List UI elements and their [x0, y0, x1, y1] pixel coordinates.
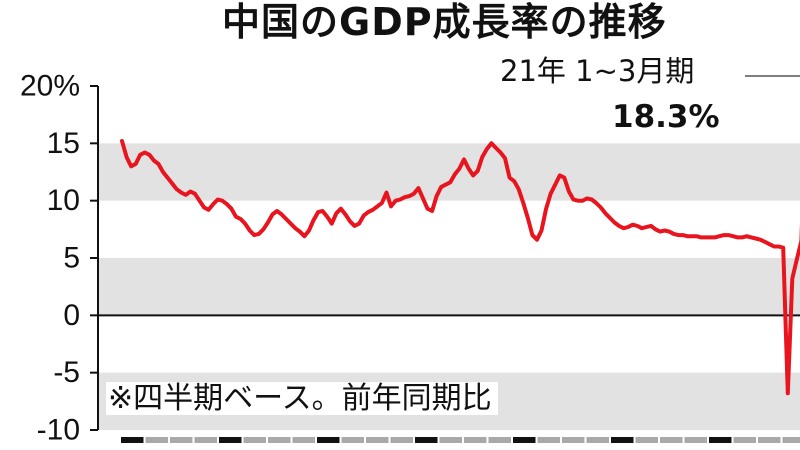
x-axis-year-mark	[390, 437, 413, 443]
x-axis-year-mark	[464, 437, 487, 443]
y-tick-labels: 20% 15 10 5 0 -5 -10	[20, 70, 98, 447]
x-axis-decade-mark	[219, 437, 242, 443]
x-axis-year-mark	[586, 437, 609, 443]
x-axis-decade-mark	[121, 437, 144, 443]
x-axis-year-mark	[194, 437, 217, 443]
x-axis-year-mark	[341, 437, 364, 443]
x-axis-year-mark	[684, 437, 707, 443]
chart-title: 中国のGDP成長率の推移	[222, 0, 667, 44]
x-axis-year-mark	[782, 437, 800, 443]
x-axis-year-mark	[292, 437, 315, 443]
x-axis-year-mark	[562, 437, 585, 443]
x-axis-year-mark	[537, 437, 560, 443]
grid-band-1	[98, 258, 800, 316]
series-line-0	[120, 139, 800, 396]
x-axis-year-mark	[439, 437, 462, 443]
y-tick-label: 20%	[20, 70, 80, 103]
x-axis-year-mark	[243, 437, 266, 443]
x-axis-decade-mark	[709, 437, 732, 443]
x-axis-decade-mark	[415, 437, 438, 443]
x-axis-year-marks	[121, 437, 800, 443]
x-axis-year-mark	[366, 437, 389, 443]
grid-band-0	[98, 143, 800, 201]
y-tick-label: 5	[63, 242, 80, 275]
x-axis-year-mark	[268, 437, 291, 443]
y-tick-label: -10	[37, 414, 80, 447]
x-axis-year-mark	[733, 437, 756, 443]
x-axis-year-mark	[660, 437, 683, 443]
x-axis-decade-mark	[611, 437, 634, 443]
x-axis-year-mark	[145, 437, 168, 443]
y-tick-label: 15	[47, 127, 80, 160]
x-axis-decade-mark	[317, 437, 340, 443]
x-axis-year-mark	[488, 437, 511, 443]
x-axis-year-mark	[635, 437, 658, 443]
chart-note: ※四半期ベース。前年同期比	[106, 382, 498, 415]
annotation-value-label: 18.3%	[612, 99, 720, 135]
y-tick-label: 10	[47, 184, 80, 217]
x-axis-decade-mark	[513, 437, 536, 443]
x-axis-year-mark	[170, 437, 193, 443]
annotation-period-label: 21年 1~3月期	[500, 54, 695, 88]
y-tick-label: -5	[53, 356, 80, 389]
y-tick-label: 0	[63, 299, 80, 332]
series-lines	[120, 139, 800, 396]
x-axis-year-mark	[758, 437, 781, 443]
